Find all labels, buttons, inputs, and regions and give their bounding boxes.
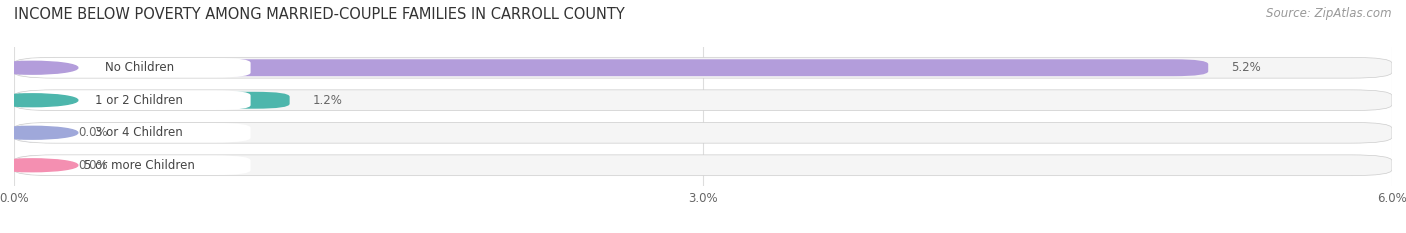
FancyBboxPatch shape	[18, 58, 250, 78]
FancyBboxPatch shape	[14, 59, 1208, 76]
FancyBboxPatch shape	[14, 122, 1392, 143]
FancyBboxPatch shape	[14, 90, 1392, 111]
FancyBboxPatch shape	[14, 155, 1392, 176]
Text: 0.0%: 0.0%	[79, 159, 108, 172]
FancyBboxPatch shape	[18, 123, 250, 143]
Text: 1 or 2 Children: 1 or 2 Children	[96, 94, 183, 107]
FancyBboxPatch shape	[18, 155, 250, 175]
FancyBboxPatch shape	[14, 57, 1392, 78]
Text: 0.0%: 0.0%	[79, 126, 108, 139]
Text: 3 or 4 Children: 3 or 4 Children	[96, 126, 183, 139]
Text: 1.2%: 1.2%	[312, 94, 343, 107]
Circle shape	[0, 159, 77, 172]
Text: No Children: No Children	[104, 61, 174, 74]
Text: 5.2%: 5.2%	[1232, 61, 1261, 74]
Text: 5 or more Children: 5 or more Children	[84, 159, 194, 172]
Text: INCOME BELOW POVERTY AMONG MARRIED-COUPLE FAMILIES IN CARROLL COUNTY: INCOME BELOW POVERTY AMONG MARRIED-COUPL…	[14, 7, 624, 22]
Text: Source: ZipAtlas.com: Source: ZipAtlas.com	[1267, 7, 1392, 20]
FancyBboxPatch shape	[18, 90, 250, 110]
FancyBboxPatch shape	[14, 124, 55, 141]
FancyBboxPatch shape	[14, 157, 55, 174]
Circle shape	[0, 61, 77, 74]
FancyBboxPatch shape	[14, 92, 290, 109]
Circle shape	[0, 94, 77, 107]
Circle shape	[0, 126, 77, 139]
